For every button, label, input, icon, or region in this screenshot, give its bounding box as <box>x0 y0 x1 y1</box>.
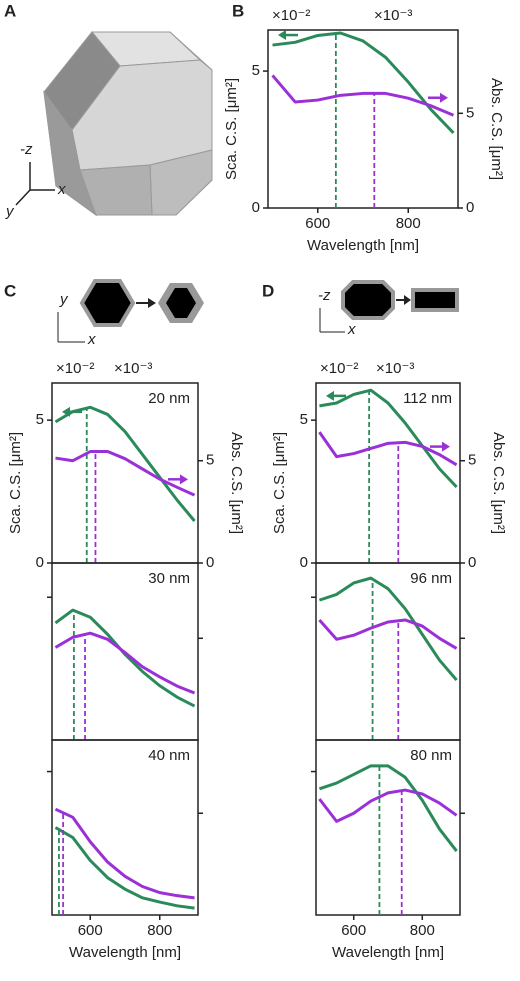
y-axis-label: Sca. C.S. [μm²] <box>271 432 288 534</box>
series-line <box>54 807 195 900</box>
x-tick-label: 600 <box>305 215 330 232</box>
y-multiplier: ×10⁻² <box>56 360 94 377</box>
y-axis-label: Sca. C.S. [μm²] <box>223 78 240 180</box>
shape-axes <box>15 162 55 206</box>
panel-label: B <box>232 1 244 20</box>
y2-tick-label: 0 <box>468 554 476 571</box>
axis-arrow-head <box>440 92 448 103</box>
annotation: 80 nm <box>410 747 452 764</box>
panel-label: D <box>262 281 274 300</box>
x-tick-label: 800 <box>147 922 172 939</box>
y-tick-label: 5 <box>36 411 44 428</box>
x-axis-label: Wavelength [nm] <box>69 944 181 961</box>
y-tick-label: 0 <box>252 199 260 216</box>
series-line <box>318 764 458 852</box>
x-tick-label: 600 <box>78 922 103 939</box>
y-multiplier: ×10⁻² <box>320 360 358 377</box>
panel-label: A <box>4 1 16 20</box>
axis-arrow-head <box>442 441 450 452</box>
series-line <box>319 388 458 489</box>
y2-multiplier: ×10⁻³ <box>376 360 414 377</box>
axis-label: x <box>87 331 96 348</box>
axis-label: y <box>5 203 15 220</box>
y-tick-label: 5 <box>300 411 308 428</box>
plot-frame <box>315 739 461 916</box>
y-tick-label: 0 <box>36 554 44 571</box>
y2-axis-label: Abs. C.S. [μm²] <box>488 78 505 180</box>
series-line <box>54 405 196 522</box>
x-tick-label: 800 <box>410 922 435 939</box>
inset-d <box>319 280 459 333</box>
series-line <box>272 31 455 135</box>
series-line <box>54 826 195 910</box>
series-line <box>271 74 455 117</box>
x-tick-label: 800 <box>396 215 421 232</box>
y2-multiplier: ×10⁻³ <box>374 7 412 24</box>
series-line <box>318 788 458 823</box>
x-tick-label: 600 <box>341 922 366 939</box>
series-line <box>318 618 458 650</box>
axis-label: y <box>59 291 69 308</box>
x-axis-label: Wavelength [nm] <box>307 237 419 254</box>
axis-arrow-head <box>326 390 334 401</box>
y-axis-label: Sca. C.S. [μm²] <box>7 432 24 534</box>
y2-multiplier: ×10⁻³ <box>114 360 152 377</box>
annotation: 96 nm <box>410 570 452 587</box>
axis-arrow-head <box>278 30 286 41</box>
axis-label: -z <box>318 287 331 304</box>
y-multiplier: ×10⁻² <box>272 7 310 24</box>
y2-tick-label: 5 <box>468 452 476 469</box>
y2-axis-label: Abs. C.S. [μm²] <box>228 432 245 534</box>
plot-frame <box>51 739 199 916</box>
axis-arrow-head <box>62 406 70 417</box>
panel-label: C <box>4 281 16 300</box>
y2-axis-label: Abs. C.S. [μm²] <box>490 432 507 534</box>
annotation: 20 nm <box>148 390 190 407</box>
series-line <box>54 608 196 708</box>
axis-label: -z <box>20 141 33 158</box>
y2-tick-label: 5 <box>206 452 214 469</box>
y-tick-label: 0 <box>300 554 308 571</box>
inset-c <box>57 279 204 343</box>
plot-frame <box>315 382 461 564</box>
series-line <box>54 631 196 695</box>
plot-frame <box>267 29 459 209</box>
series-line <box>318 431 458 467</box>
x-axis-label: Wavelength [nm] <box>332 944 444 961</box>
axis-label: x <box>347 321 356 338</box>
y-tick-label: 5 <box>252 62 260 79</box>
y2-tick-label: 0 <box>206 554 214 571</box>
axis-arrow-head <box>180 474 188 485</box>
annotation: 30 nm <box>148 570 190 587</box>
series-line <box>55 450 196 497</box>
y2-tick-label: 0 <box>466 199 474 216</box>
annotation: 112 nm <box>403 390 452 407</box>
annotation: 40 nm <box>148 747 190 764</box>
y2-tick-label: 5 <box>466 104 474 121</box>
series-line <box>318 576 458 682</box>
axis-label: x <box>57 181 66 198</box>
nanoparticle <box>43 31 213 217</box>
